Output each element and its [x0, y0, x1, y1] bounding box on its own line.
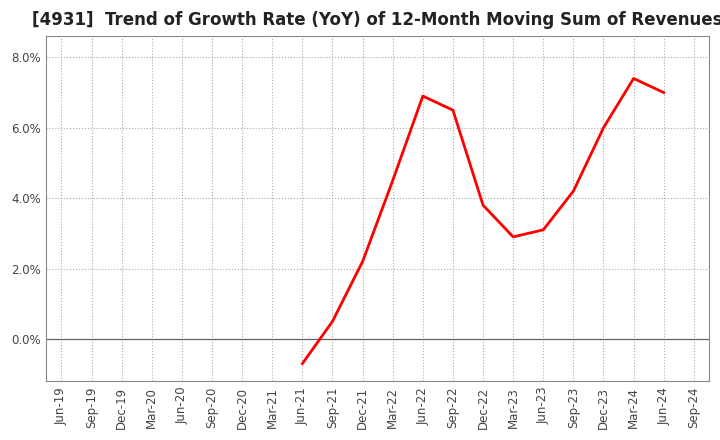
Title: [4931]  Trend of Growth Rate (YoY) of 12-Month Moving Sum of Revenues: [4931] Trend of Growth Rate (YoY) of 12-…	[32, 11, 720, 29]
